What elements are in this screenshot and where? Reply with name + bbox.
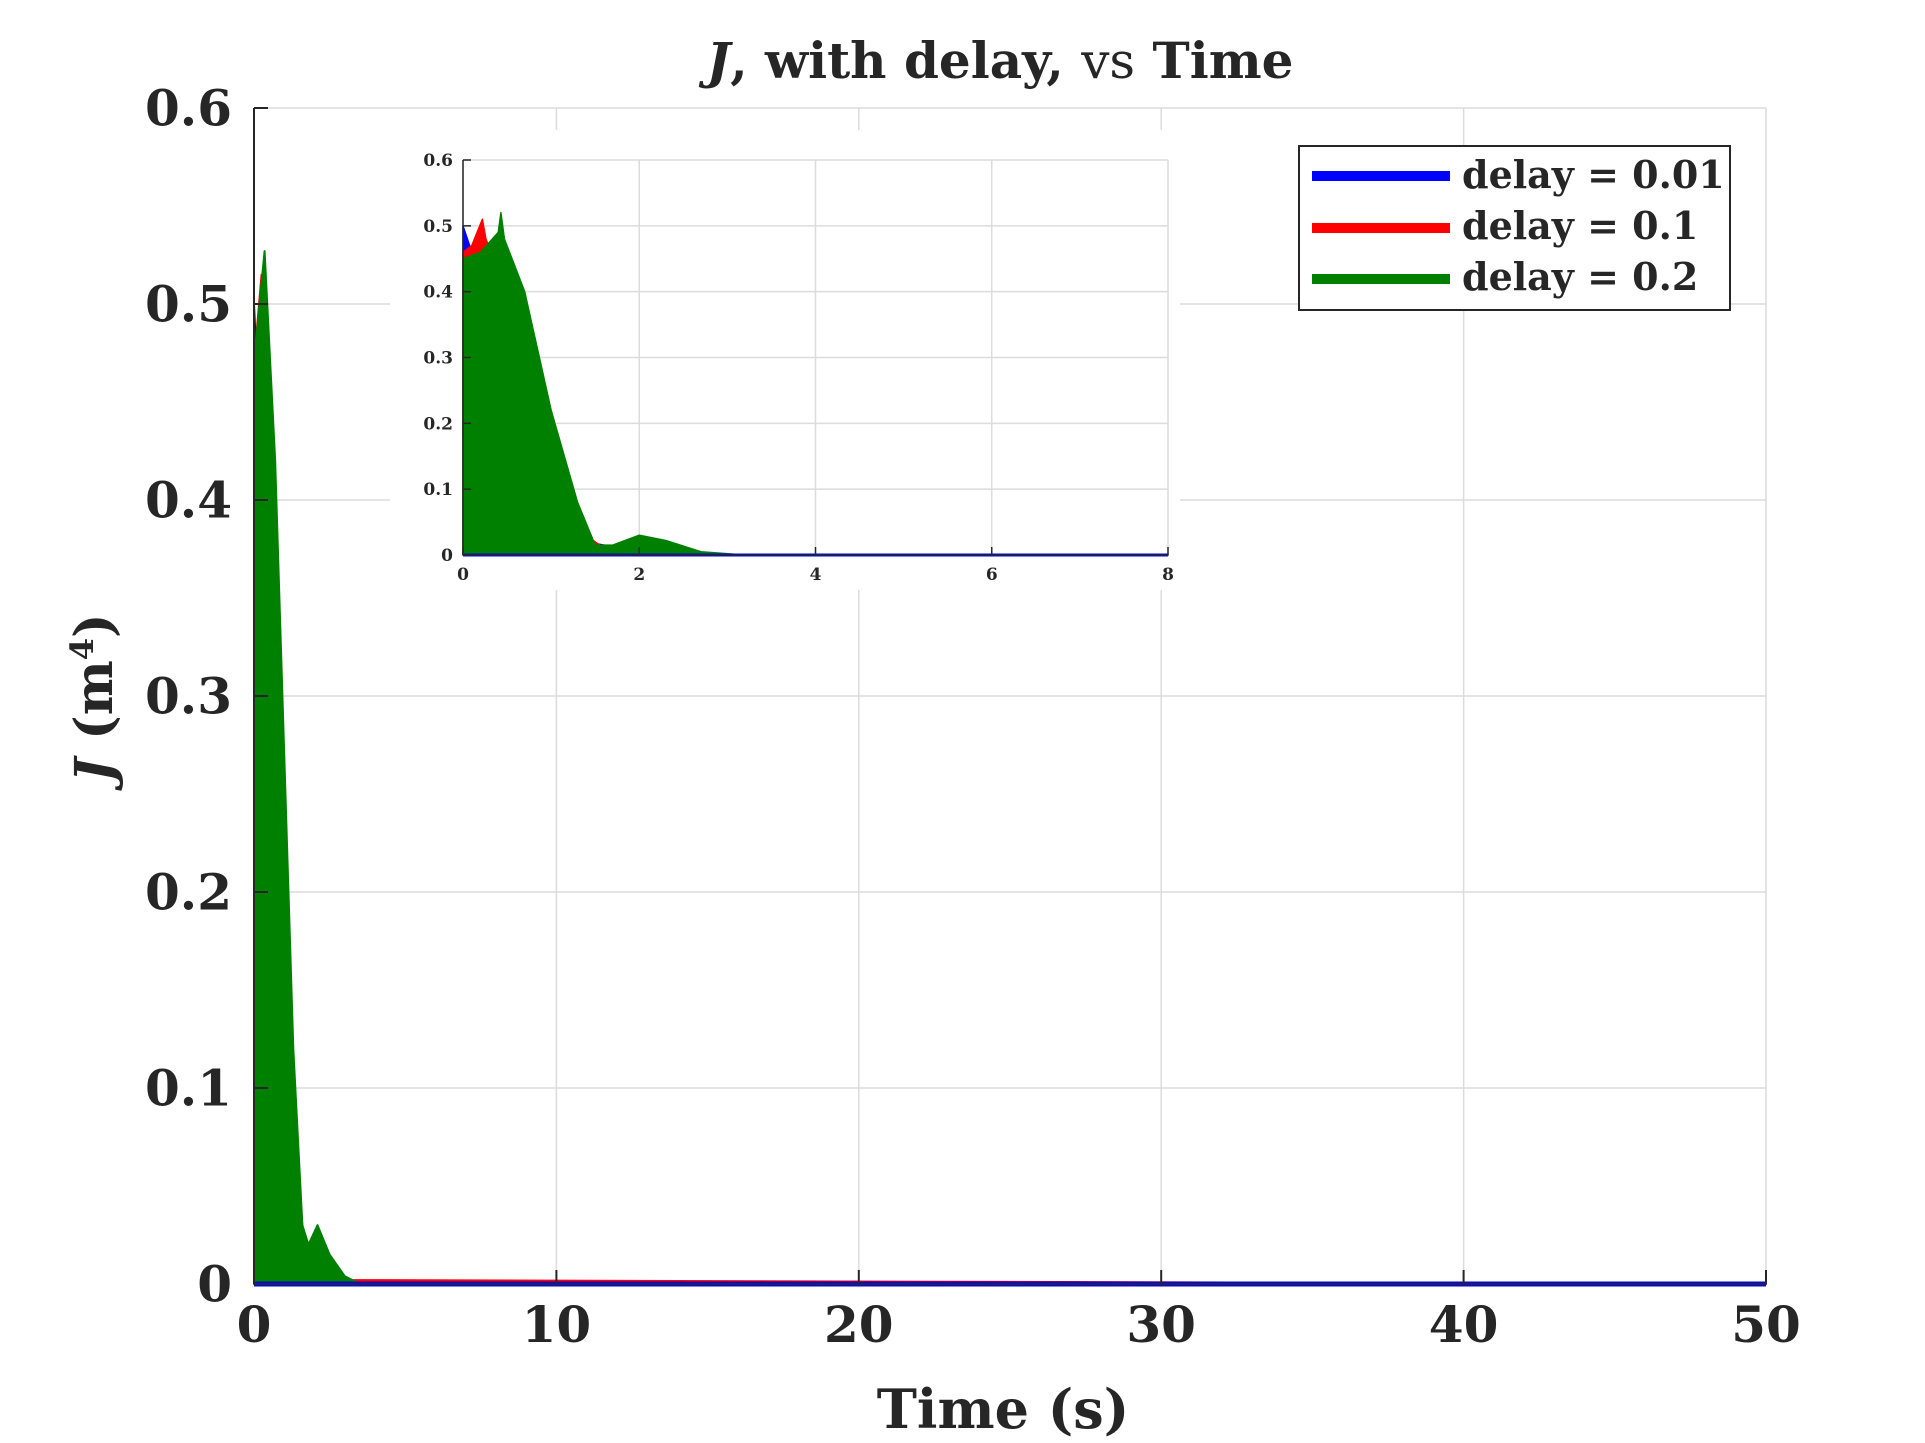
main-y-tick-label-4: 0.4 <box>145 471 232 530</box>
inset-x-tick-label-3: 6 <box>986 565 998 585</box>
main-y-tick-label-2: 0.2 <box>145 863 232 922</box>
main-x-tick-label-1: 10 <box>522 1295 592 1354</box>
main-x-tick-label-5: 50 <box>1731 1295 1801 1354</box>
title-bold-part: , with delay, <box>730 31 1081 90</box>
legend-label-delay-01: delay = 0.1 <box>1462 203 1698 248</box>
inset-axes <box>462 159 1169 556</box>
legend-entry-delay-001: delay = 0.01 <box>1312 152 1725 197</box>
legend-entry-delay-01: delay = 0.1 <box>1312 203 1698 248</box>
title-normal-part: vs <box>1080 32 1135 90</box>
inset-x-tick-label-2: 4 <box>810 565 822 585</box>
inset-tick-labels: 0 2 4 6 8 0 0.1 0.2 0.3 0.4 0.5 0.6 <box>423 151 1174 585</box>
inset-y-tick-label-3: 0.3 <box>423 348 453 368</box>
main-axes <box>253 107 1767 1285</box>
inset-y-tick-label-0: 0 <box>441 546 453 566</box>
title-tail: Time <box>1135 31 1293 90</box>
inset-y-tick-label-5: 0.5 <box>423 217 453 237</box>
inset-x-tick-label-1: 2 <box>633 565 645 585</box>
chart-title: J, with delay, vs Time <box>699 31 1294 90</box>
legend-entry-delay-02: delay = 0.2 <box>1312 254 1698 299</box>
main-y-tick-label-0: 0 <box>197 1255 232 1314</box>
x-axis-label: Time (s) <box>877 1377 1130 1441</box>
y-label-text: (m <box>64 660 125 758</box>
inset-y-tick-label-2: 0.2 <box>423 414 453 434</box>
inset-y-tick-label-6: 0.6 <box>423 151 453 171</box>
main-x-tick-label-4: 40 <box>1429 1295 1499 1354</box>
main-y-tick-label-5: 0.5 <box>145 275 232 334</box>
inset-x-tick-label-4: 8 <box>1162 565 1174 585</box>
legend-label-delay-001: delay = 0.01 <box>1462 152 1725 197</box>
main-x-tick-label-3: 30 <box>1126 1295 1196 1354</box>
legend-label-delay-02: delay = 0.2 <box>1462 254 1698 299</box>
main-x-tick-label-0: 0 <box>237 1295 272 1354</box>
y-axis-label: J (m4) <box>63 613 125 791</box>
inset-y-tick-label-4: 0.4 <box>423 283 453 303</box>
legend: delay = 0.01 delay = 0.1 delay = 0.2 <box>1298 145 1731 311</box>
main-x-tick-label-2: 20 <box>824 1295 894 1354</box>
y-label-sup: 4 <box>63 638 101 660</box>
inset-x-tick-label-0: 0 <box>457 565 469 585</box>
main-y-tick-label-3: 0.3 <box>145 667 232 726</box>
y-label-close: ) <box>64 613 125 638</box>
main-y-tick-label-1: 0.1 <box>145 1059 232 1118</box>
main-y-tick-label-6: 0.6 <box>145 79 232 138</box>
inset-y-tick-label-1: 0.1 <box>423 480 453 500</box>
